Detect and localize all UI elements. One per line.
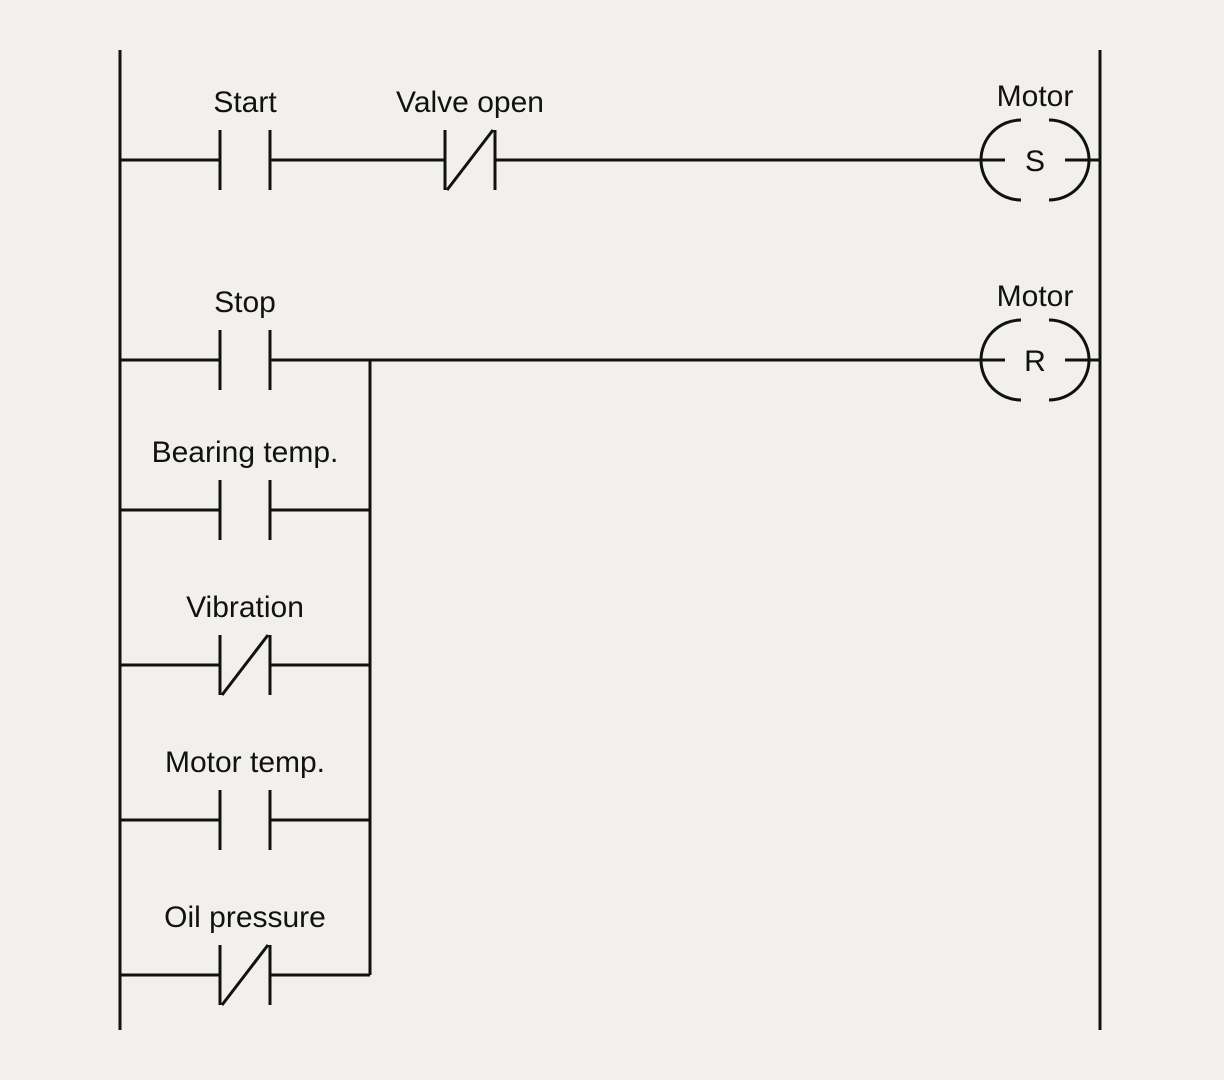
rung-2-branch-3-label: Motor temp. <box>165 746 325 779</box>
rung-1-valveopen-label: Valve open <box>396 86 544 119</box>
rung-2-branch-2-label: Vibration <box>186 591 304 624</box>
rung-2-coil-letter: R <box>1024 345 1046 378</box>
rung-2-stop-label: Stop <box>214 286 276 319</box>
rung-1-coil-label: Motor <box>997 80 1074 113</box>
ladder-diagram: Start Valve open S Motor Stop R Motor Bearing t… <box>0 0 1224 1080</box>
rung-1-start-label: Start <box>213 86 277 119</box>
rung-2-branch-4-label: Oil pressure <box>164 901 326 934</box>
rung-2-coil-label: Motor <box>997 280 1074 313</box>
rung-2-branch-1-label: Bearing temp. <box>152 436 339 469</box>
rung-1-coil-letter: S <box>1025 145 1045 178</box>
